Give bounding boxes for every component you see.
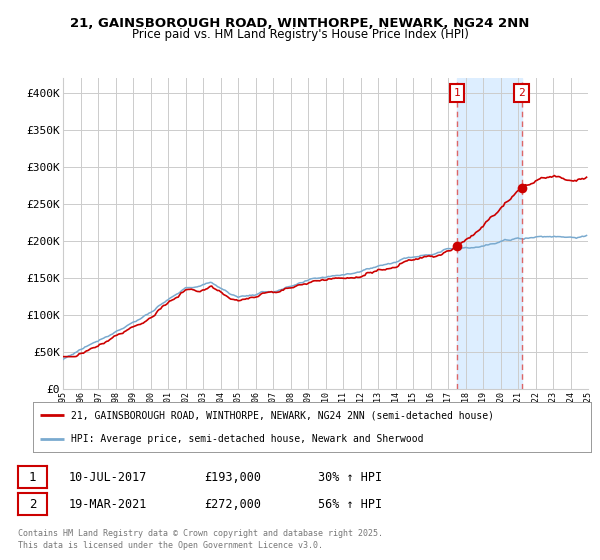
Text: 30% ↑ HPI: 30% ↑ HPI (318, 470, 382, 484)
Text: 2: 2 (29, 497, 36, 511)
Text: £193,000: £193,000 (204, 470, 261, 484)
Text: 56% ↑ HPI: 56% ↑ HPI (318, 497, 382, 511)
Bar (457, 78, 521, 389)
Text: 2: 2 (518, 88, 525, 98)
Text: 1: 1 (29, 470, 36, 484)
Text: 19-MAR-2021: 19-MAR-2021 (69, 497, 148, 511)
Text: 10-JUL-2017: 10-JUL-2017 (69, 470, 148, 484)
Text: 21, GAINSBOROUGH ROAD, WINTHORPE, NEWARK, NG24 2NN: 21, GAINSBOROUGH ROAD, WINTHORPE, NEWARK… (70, 17, 530, 30)
Text: 21, GAINSBOROUGH ROAD, WINTHORPE, NEWARK, NG24 2NN (semi-detached house): 21, GAINSBOROUGH ROAD, WINTHORPE, NEWARK… (71, 410, 494, 420)
Text: HPI: Average price, semi-detached house, Newark and Sherwood: HPI: Average price, semi-detached house,… (71, 435, 424, 444)
Text: £272,000: £272,000 (204, 497, 261, 511)
Text: 1: 1 (454, 88, 460, 98)
Text: Price paid vs. HM Land Registry's House Price Index (HPI): Price paid vs. HM Land Registry's House … (131, 28, 469, 41)
Text: Contains HM Land Registry data © Crown copyright and database right 2025.
This d: Contains HM Land Registry data © Crown c… (18, 529, 383, 550)
